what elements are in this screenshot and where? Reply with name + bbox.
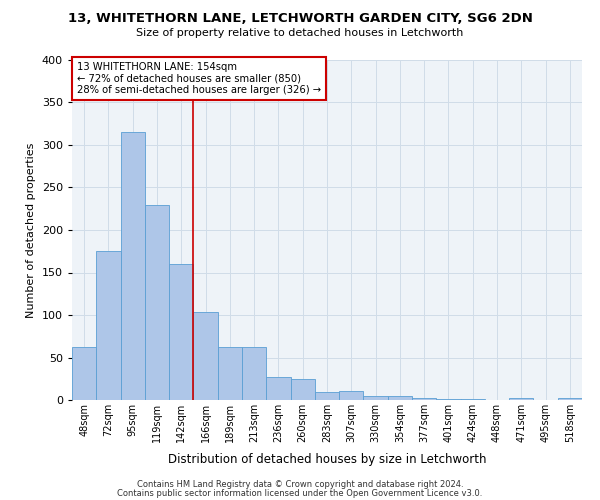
- Bar: [169, 264, 193, 400]
- Bar: [96, 251, 121, 400]
- Bar: [145, 206, 169, 400]
- Text: Contains public sector information licensed under the Open Government Licence v3: Contains public sector information licen…: [118, 488, 482, 498]
- Text: 13, WHITETHORN LANE, LETCHWORTH GARDEN CITY, SG6 2DN: 13, WHITETHORN LANE, LETCHWORTH GARDEN C…: [68, 12, 532, 26]
- Bar: [558, 398, 582, 400]
- Bar: [290, 379, 315, 400]
- Bar: [266, 377, 290, 400]
- Bar: [121, 132, 145, 400]
- Bar: [461, 399, 485, 400]
- Bar: [388, 396, 412, 400]
- Text: 13 WHITETHORN LANE: 154sqm
← 72% of detached houses are smaller (850)
28% of sem: 13 WHITETHORN LANE: 154sqm ← 72% of deta…: [77, 62, 321, 95]
- Bar: [412, 398, 436, 400]
- Bar: [509, 398, 533, 400]
- Bar: [193, 312, 218, 400]
- Bar: [242, 348, 266, 400]
- Bar: [72, 348, 96, 400]
- X-axis label: Distribution of detached houses by size in Letchworth: Distribution of detached houses by size …: [168, 454, 486, 466]
- Bar: [364, 396, 388, 400]
- Bar: [218, 348, 242, 400]
- Bar: [436, 399, 461, 400]
- Text: Size of property relative to detached houses in Letchworth: Size of property relative to detached ho…: [136, 28, 464, 38]
- Bar: [339, 390, 364, 400]
- Y-axis label: Number of detached properties: Number of detached properties: [26, 142, 36, 318]
- Bar: [315, 392, 339, 400]
- Text: Contains HM Land Registry data © Crown copyright and database right 2024.: Contains HM Land Registry data © Crown c…: [137, 480, 463, 489]
